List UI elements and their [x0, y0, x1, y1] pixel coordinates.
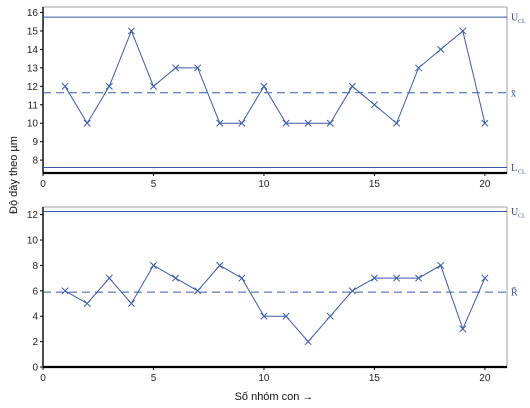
data-point-marker: [459, 325, 467, 333]
control-line-label-sub: CL: [518, 213, 526, 219]
data-point-marker: [370, 101, 378, 109]
y-tick-label: 10: [27, 236, 39, 247]
data-point-marker: [326, 312, 334, 320]
control-line-label-sub: CL: [518, 19, 526, 25]
data-point-marker: [216, 261, 224, 269]
data-point-marker: [437, 261, 445, 269]
x-tick-label: 0: [40, 373, 46, 384]
control-line-label: L: [511, 163, 517, 174]
data-point-marker: [459, 27, 467, 35]
data-point-marker: [348, 82, 356, 90]
x-axis-title: Số nhóm con →: [235, 391, 314, 403]
data-point-marker: [83, 119, 91, 127]
y-tick-label: 8: [32, 261, 38, 272]
plot-frame: [42, 6, 508, 174]
data-point-marker: [282, 119, 290, 127]
y-tick-label: 15: [27, 26, 39, 37]
data-point-marker: [61, 82, 69, 90]
y-tick-label: 10: [27, 119, 39, 130]
data-point-marker: [172, 274, 180, 282]
data-point-marker: [127, 299, 135, 308]
data-point-marker: [370, 274, 378, 282]
data-point-marker: [61, 287, 69, 295]
y-tick-label: 13: [27, 63, 39, 74]
y-tick-label: 14: [27, 45, 39, 56]
x-tick-label: 15: [369, 179, 381, 190]
y-tick-label: 16: [27, 8, 39, 19]
data-point-marker: [481, 119, 489, 127]
data-point-marker: [304, 338, 312, 346]
control-line-label: U: [511, 207, 519, 218]
data-point-marker: [260, 312, 268, 320]
x-tick-label: 20: [479, 179, 491, 190]
y-tick-label: 0: [32, 363, 38, 374]
control-line-label-sub: CL: [518, 169, 526, 175]
data-point-marker: [282, 312, 290, 320]
data-point-marker: [194, 287, 202, 295]
data-point-marker: [415, 274, 423, 282]
data-point-marker: [392, 274, 401, 282]
data-point-marker: [149, 261, 158, 269]
x-tick-label: 10: [258, 373, 270, 384]
x-tick-label: 20: [479, 373, 491, 384]
data-point-marker: [260, 82, 268, 90]
y-tick-label: 6: [32, 286, 38, 297]
data-point-marker: [172, 64, 180, 72]
x-tick-label: 15: [369, 373, 381, 384]
plot-frame: [42, 206, 508, 368]
y-tick-label: 12: [27, 82, 39, 93]
y-tick-label: 2: [32, 337, 38, 348]
x-tick-label: 0: [40, 179, 46, 190]
range-chart-panel: 0 2 4 6 8 10 12 0 5 10 15 20 U CL R̄: [27, 206, 526, 384]
data-point-marker: [194, 64, 202, 72]
control-line-label: x̄: [511, 88, 516, 99]
data-point-marker: [149, 82, 158, 90]
data-point-marker: [238, 274, 246, 282]
series-line: [64, 264, 486, 343]
data-point-marker: [238, 119, 246, 127]
x-tick-label: 5: [151, 179, 157, 190]
data-point-marker: [437, 45, 445, 53]
data-point-marker: [304, 119, 312, 127]
y-tick-label: 12: [27, 210, 39, 221]
control-line-label: U: [511, 13, 519, 24]
y-axis-title: Độ dày theo µm: [8, 136, 20, 214]
y-tick-label: 8: [32, 156, 38, 167]
data-point-marker: [481, 274, 489, 282]
y-tick-label: 4: [32, 312, 38, 323]
x-tick-label: 5: [151, 373, 157, 384]
data-point-marker: [326, 119, 334, 127]
y-tick-label: 11: [28, 100, 39, 111]
data-point-marker: [216, 119, 224, 127]
y-tick-label: 9: [32, 137, 38, 148]
series-line: [64, 29, 486, 125]
data-point-marker: [392, 119, 401, 127]
data-point-marker: [348, 287, 356, 295]
control-line-label: R̄: [511, 287, 518, 299]
x-tick-label: 10: [258, 179, 270, 190]
data-point-marker: [415, 64, 423, 72]
data-point-marker: [105, 82, 113, 90]
data-point-marker: [105, 274, 113, 282]
data-point-marker: [83, 299, 91, 308]
data-point-marker: [127, 27, 135, 35]
